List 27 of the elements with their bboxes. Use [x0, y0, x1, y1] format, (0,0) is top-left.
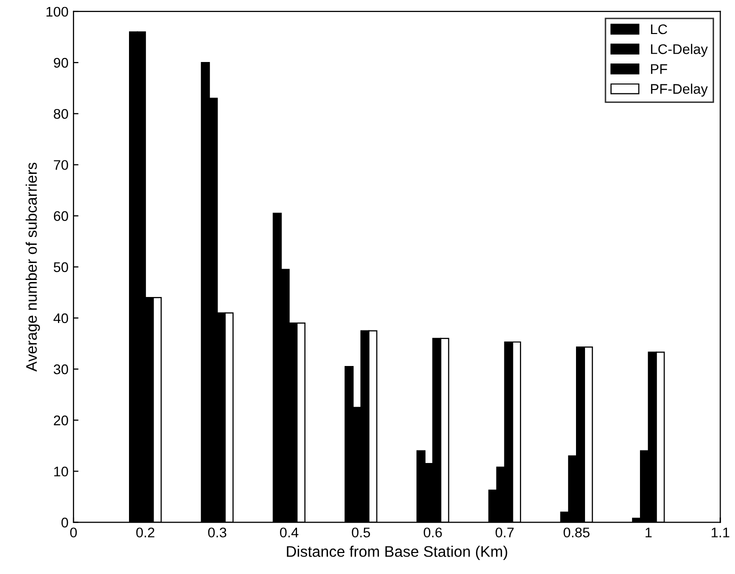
x-axis-title: Distance from Base Station (Km): [286, 546, 508, 560]
y-tick-label: 40: [54, 313, 68, 324]
x-tick-label: 0.7: [496, 528, 514, 538]
x-tick-label: 0.5: [352, 528, 370, 538]
x-tick-label: 1.1: [712, 528, 730, 538]
y-tick-label: 20: [54, 416, 68, 426]
x-tick-label: 0.85: [564, 528, 590, 538]
legend-label: PF-Delay: [651, 84, 708, 97]
y-tick-label: 0: [61, 518, 68, 528]
y-tick-label: 90: [54, 58, 68, 68]
y-tick-label: 50: [54, 262, 68, 272]
legend-label: LC: [651, 24, 668, 34]
x-tick-label: 0.2: [136, 528, 154, 538]
y-tick-label: 30: [54, 364, 68, 374]
x-tick-label: 1: [646, 528, 652, 538]
x-tick-label: 0: [70, 528, 77, 538]
y-tick-label: 60: [54, 211, 68, 221]
x-tick-label: 0.3: [208, 528, 226, 538]
legend-label: PF: [651, 64, 668, 74]
y-axis-title: Average number of subcarriers: [26, 162, 40, 372]
x-tick-label: 0.6: [424, 528, 442, 538]
y-tick-label: 80: [54, 108, 68, 119]
x-tick-label: 0.4: [280, 528, 298, 538]
y-tick-label: 10: [54, 466, 68, 476]
legend-label: LC-Delay: [651, 44, 708, 57]
y-tick-label: 70: [54, 160, 68, 170]
y-tick-label: 100: [46, 6, 68, 17]
